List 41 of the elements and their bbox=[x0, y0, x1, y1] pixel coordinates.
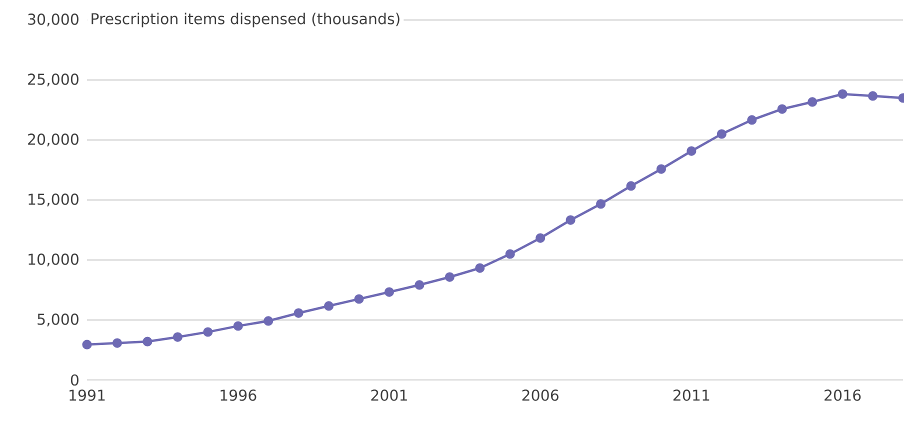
y-axis-title: Prescription items dispensed (thousands) bbox=[92, 12, 400, 28]
y-tick-label: 20,000 bbox=[28, 134, 78, 146]
point bbox=[324, 301, 334, 311]
x-tick-label: 2016 bbox=[824, 390, 861, 401]
point bbox=[536, 233, 546, 243]
point bbox=[808, 97, 818, 107]
point bbox=[656, 164, 666, 174]
point bbox=[596, 199, 606, 209]
point bbox=[747, 115, 757, 125]
point bbox=[444, 272, 454, 282]
y-tick-label: 10,000 bbox=[28, 254, 78, 266]
point bbox=[868, 91, 878, 101]
point bbox=[112, 338, 122, 348]
point bbox=[686, 146, 696, 156]
y-tick-label: 0 bbox=[70, 374, 78, 386]
point bbox=[626, 181, 636, 191]
y-tick-label: 5,000 bbox=[38, 314, 78, 326]
point bbox=[838, 89, 848, 99]
y-tick-label: 25,000 bbox=[28, 74, 78, 86]
point bbox=[354, 294, 364, 304]
point bbox=[566, 215, 576, 225]
point bbox=[384, 287, 394, 297]
point bbox=[82, 340, 92, 350]
point bbox=[475, 263, 485, 273]
point bbox=[716, 129, 726, 139]
x-tick-label: 2006 bbox=[522, 390, 558, 401]
point bbox=[172, 332, 182, 342]
point bbox=[777, 104, 787, 114]
y-tick-label: 15,000 bbox=[28, 194, 78, 206]
point bbox=[203, 327, 213, 337]
point bbox=[505, 249, 515, 259]
x-tick-label: 1991 bbox=[70, 390, 105, 401]
x-tick-label: 2011 bbox=[673, 390, 710, 401]
x-tick-label: 2001 bbox=[371, 390, 407, 401]
y-tick-label: 30,000 bbox=[28, 14, 78, 26]
point bbox=[294, 308, 304, 318]
x-tick-label: 1996 bbox=[220, 390, 256, 401]
point bbox=[414, 280, 424, 290]
point bbox=[233, 321, 243, 331]
point bbox=[142, 336, 152, 346]
point bbox=[264, 316, 274, 326]
